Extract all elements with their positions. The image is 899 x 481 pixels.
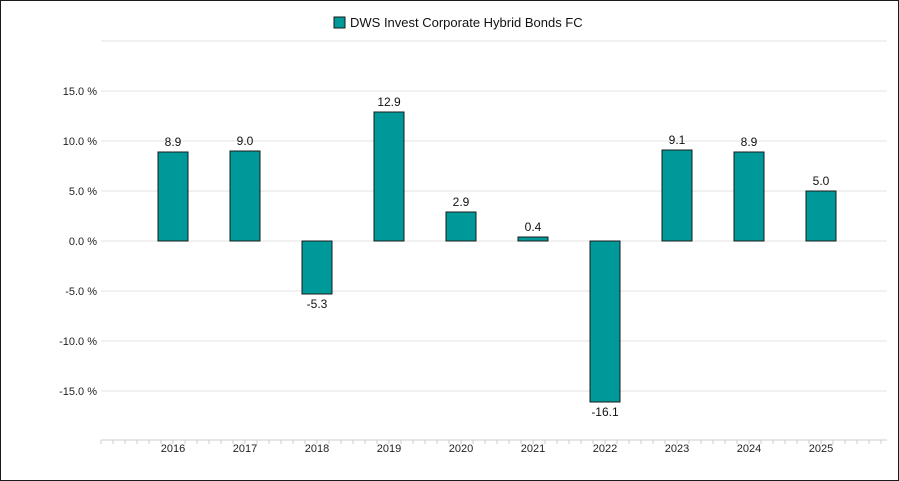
- x-tick-label: 2021: [521, 443, 545, 455]
- x-tick-label: 2017: [233, 443, 257, 455]
- data-label-2018: -5.3: [307, 297, 328, 311]
- y-tick-label: 10.0 %: [63, 136, 97, 148]
- bar-2025: [805, 190, 837, 242]
- bars: [157, 111, 837, 403]
- bar-2020: [445, 211, 477, 242]
- y-tick-label: -5.0 %: [65, 286, 97, 298]
- x-tick-label: 2023: [665, 443, 689, 455]
- data-label-2021: 0.4: [525, 220, 542, 234]
- data-label-2017: 9.0: [237, 134, 254, 148]
- x-axis: 2016 2017 2018 2019 2020 2021 2022 2023 2024 2025: [100, 439, 887, 455]
- gridlines: [101, 40, 887, 392]
- y-tick-label: 0.0 %: [69, 236, 97, 248]
- bar-2021: [517, 236, 549, 242]
- x-tick-label: 2022: [593, 443, 617, 455]
- bar-2019: [373, 111, 405, 242]
- bar-2024: [733, 151, 765, 242]
- x-tick-label: 2020: [449, 443, 473, 455]
- legend-swatch: [333, 16, 346, 29]
- data-label-2020: 2.9: [453, 195, 470, 209]
- legend: DWS Invest Corporate Hybrid Bonds FC: [333, 15, 583, 30]
- y-tick-label: -10.0 %: [59, 336, 97, 348]
- bar-2022: [589, 240, 621, 403]
- data-label-2024: 8.9: [741, 135, 758, 149]
- data-label-2016: 8.9: [165, 135, 182, 149]
- x-tick-label: 2016: [161, 443, 185, 455]
- y-tick-label: 15.0 %: [63, 86, 97, 98]
- y-tick-label: -15.0 %: [59, 386, 97, 398]
- data-labels: 8.9 9.0 -5.3 12.9 2.9 0.4 -16.1 9.1 8.9 5.0: [165, 95, 830, 419]
- x-tick-label: 2018: [305, 443, 329, 455]
- data-label-2019: 12.9: [377, 95, 401, 109]
- legend-label: DWS Invest Corporate Hybrid Bonds FC: [350, 15, 583, 30]
- data-label-2022: -16.1: [591, 405, 619, 419]
- x-tick-label: 2019: [377, 443, 401, 455]
- x-tick-label: 2025: [809, 443, 833, 455]
- bar-2017: [229, 150, 261, 242]
- y-tick-label: 5.0 %: [69, 186, 97, 198]
- bar-2016: [157, 151, 189, 242]
- y-axis-tick-labels: 15.0 % 10.0 % 5.0 % 0.0 % -5.0 % -10.0 % -15.0…: [59, 86, 97, 398]
- bar-2018: [301, 240, 333, 295]
- x-tick-label: 2024: [737, 443, 761, 455]
- data-label-2023: 9.1: [669, 133, 686, 147]
- bar-2023: [661, 149, 693, 242]
- data-label-2025: 5.0: [813, 174, 830, 188]
